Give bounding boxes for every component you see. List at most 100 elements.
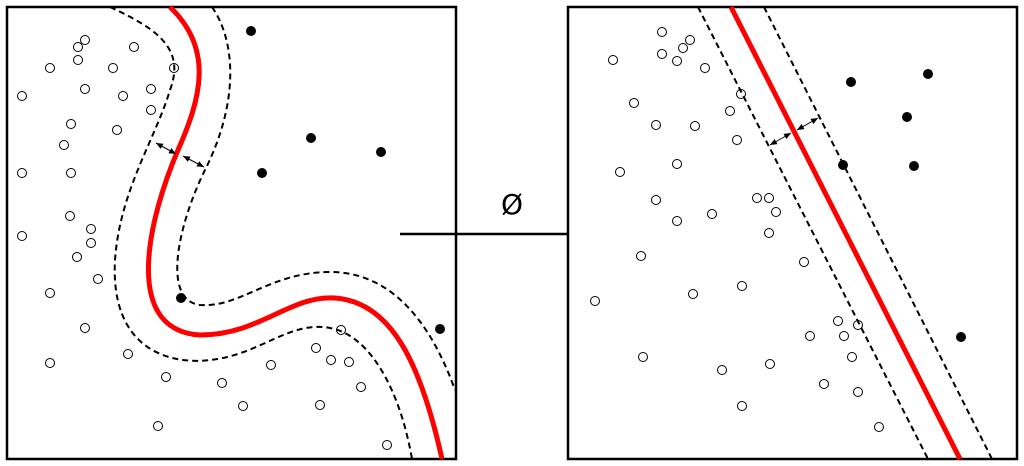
feature-space-panel — [566, 5, 1019, 461]
filled-point — [376, 147, 386, 157]
hollow-point — [651, 120, 661, 130]
hollow-point — [638, 352, 648, 362]
hollow-point — [672, 159, 682, 169]
hollow-point — [688, 289, 698, 299]
hollow-point — [672, 56, 682, 66]
hollow-point — [382, 440, 392, 450]
hollow-point — [66, 168, 76, 178]
hollow-point — [608, 55, 618, 65]
class-a-points — [590, 27, 884, 432]
hollow-point — [59, 140, 69, 150]
hollow-point — [636, 251, 646, 261]
hollow-point — [799, 257, 809, 267]
hollow-point — [737, 401, 747, 411]
margin-arrow — [182, 155, 205, 168]
hollow-point — [590, 296, 600, 306]
filled-point — [956, 332, 966, 342]
hollow-point — [86, 238, 96, 248]
hollow-point — [672, 216, 682, 226]
hollow-point — [86, 224, 96, 234]
hollow-point — [161, 372, 171, 382]
hollow-point — [771, 207, 781, 217]
margin-arrow — [155, 142, 177, 155]
filled-point — [923, 69, 933, 79]
margin-line-left — [697, 6, 929, 460]
hollow-point — [45, 358, 55, 368]
hollow-point — [93, 274, 103, 284]
hollow-point — [819, 379, 829, 389]
hollow-point — [108, 63, 118, 73]
hollow-point — [66, 119, 76, 129]
hollow-point — [707, 209, 717, 219]
class-b-points — [176, 26, 445, 334]
hollow-point — [732, 135, 742, 145]
filled-point — [909, 161, 919, 171]
hollow-point — [344, 357, 354, 367]
hollow-point — [874, 422, 884, 432]
margin-line-outer — [176, 6, 456, 391]
hollow-point — [685, 35, 695, 45]
hollow-point — [118, 91, 128, 101]
hollow-point — [153, 421, 163, 431]
linear-decision-boundary — [728, 5, 963, 461]
hollow-point — [238, 401, 248, 411]
panel-frame — [5, 5, 458, 461]
curved-decision-boundary — [145, 5, 445, 460]
hollow-point — [678, 43, 688, 53]
filled-point — [435, 324, 445, 334]
hollow-point — [123, 349, 133, 359]
hollow-point — [839, 331, 849, 341]
hollow-point — [45, 63, 55, 73]
hollow-point — [805, 331, 815, 341]
hollow-point — [73, 42, 83, 52]
filled-point — [246, 26, 256, 36]
input-space-panel — [5, 5, 458, 461]
hollow-point — [690, 121, 700, 131]
hollow-point — [847, 352, 857, 362]
hollow-point — [73, 55, 83, 65]
hollow-point — [725, 106, 735, 116]
class-a-points — [17, 35, 392, 450]
margin-line-right — [763, 6, 993, 460]
hollow-point — [217, 378, 227, 388]
hollow-point — [651, 195, 661, 205]
hollow-point — [17, 231, 27, 241]
hollow-point — [717, 365, 727, 375]
hollow-point — [146, 105, 156, 115]
hollow-point — [266, 360, 276, 370]
hollow-point — [80, 323, 90, 333]
hollow-point — [737, 281, 747, 291]
hollow-point — [615, 167, 625, 177]
hollow-point — [45, 288, 55, 298]
margin-line-inner — [109, 6, 413, 460]
hollow-point — [657, 27, 667, 37]
margin-arrow — [769, 132, 792, 146]
filled-point — [257, 168, 267, 178]
mapping-label: Ø — [501, 188, 523, 221]
hollow-point — [764, 193, 774, 203]
margin-arrow — [796, 117, 819, 131]
hollow-point — [80, 35, 90, 45]
hollow-point — [629, 98, 639, 108]
hollow-point — [129, 42, 139, 52]
hollow-point — [764, 228, 774, 238]
panel-frame — [566, 5, 1019, 461]
hollow-point — [72, 252, 82, 262]
hollow-point — [311, 343, 321, 353]
hollow-point — [752, 193, 762, 203]
hollow-point — [17, 91, 27, 101]
hollow-point — [765, 359, 775, 369]
filled-point — [306, 133, 316, 143]
hollow-point — [146, 84, 156, 94]
hollow-point — [80, 84, 90, 94]
hollow-point — [326, 355, 336, 365]
filled-point — [902, 112, 912, 122]
hollow-point — [112, 125, 122, 135]
hollow-point — [657, 49, 667, 59]
filled-point — [846, 77, 856, 87]
hollow-point — [356, 382, 366, 392]
hollow-point — [65, 211, 75, 221]
hollow-point — [853, 387, 863, 397]
hollow-point — [833, 316, 843, 326]
